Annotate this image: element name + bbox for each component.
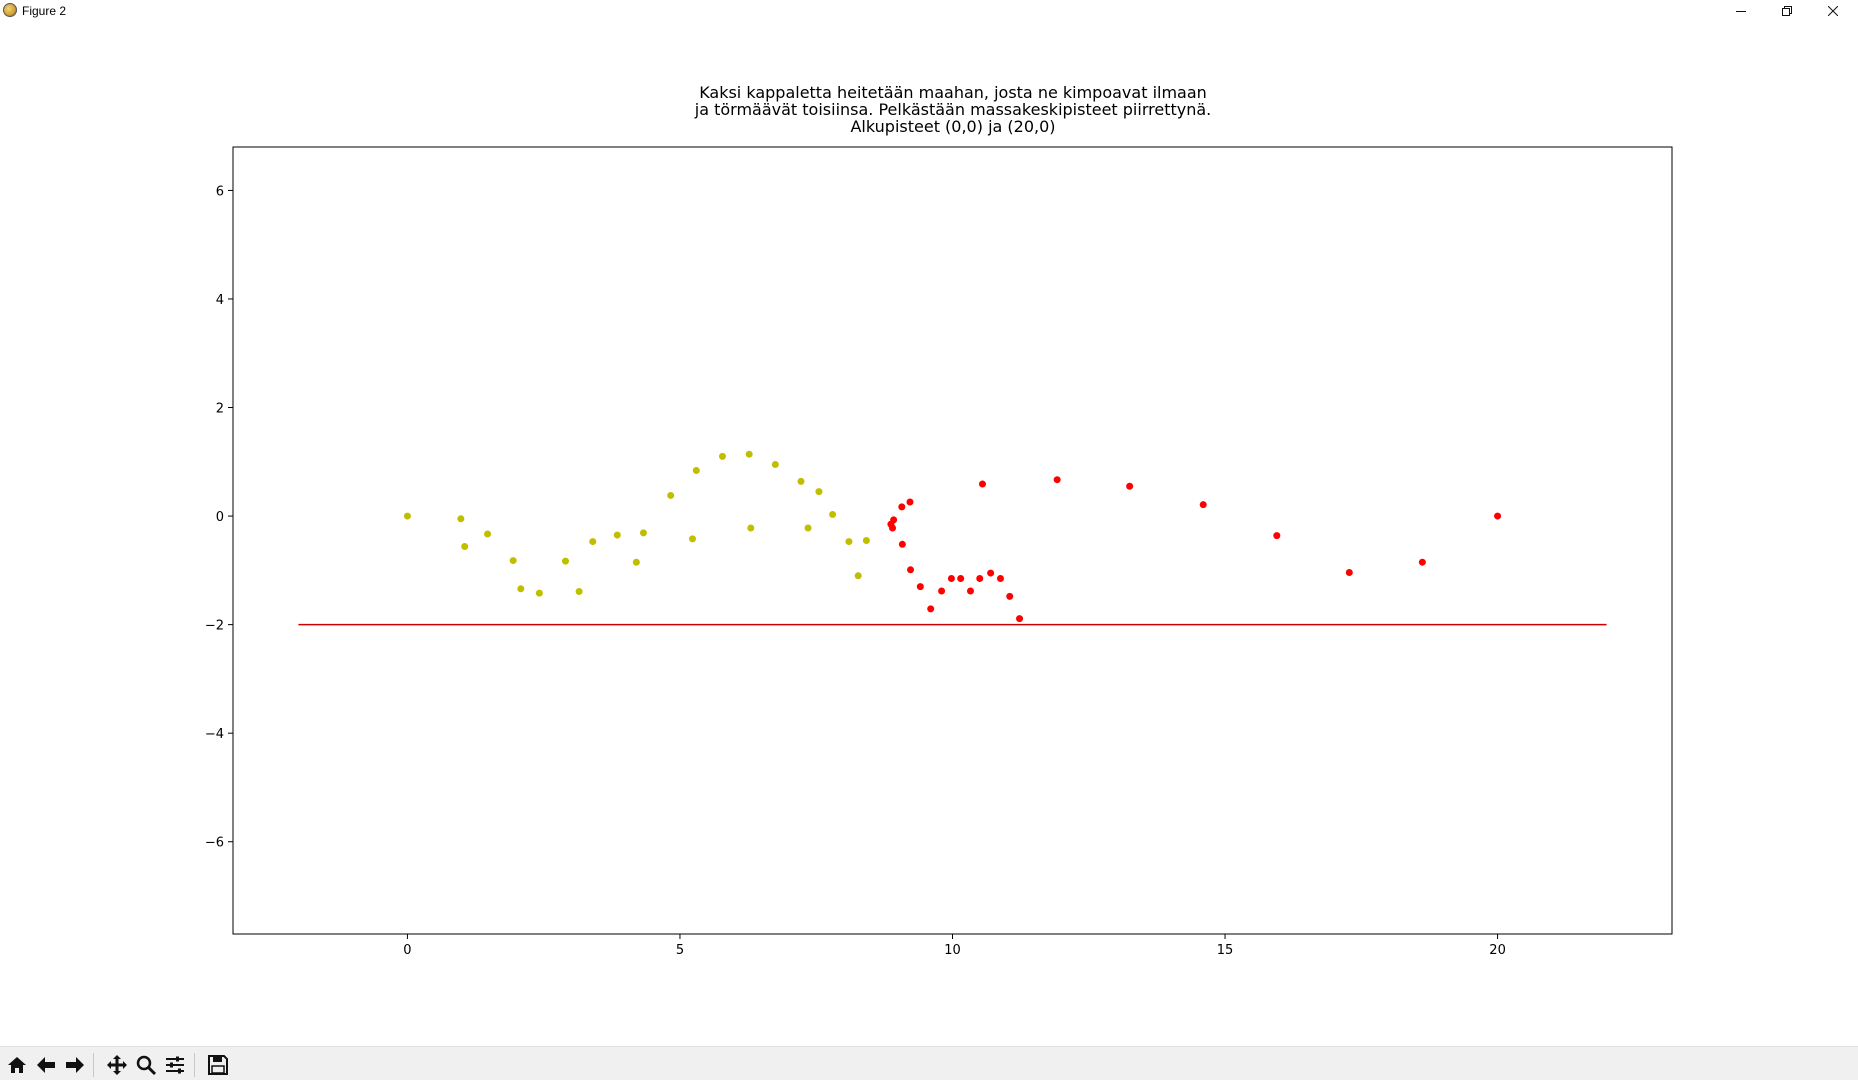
data-point-yellow — [718, 452, 726, 460]
data-point-yellow — [829, 510, 837, 518]
data-point-yellow — [815, 488, 823, 496]
toolbar-separator — [194, 1053, 195, 1077]
data-point-red — [906, 498, 914, 506]
data-point-yellow — [845, 538, 853, 546]
data-point-yellow — [457, 515, 465, 523]
data-point-yellow — [517, 585, 525, 593]
data-point-red — [898, 503, 906, 511]
data-point-red — [996, 574, 1004, 582]
data-point-yellow — [804, 524, 812, 532]
data-point-red — [1016, 615, 1024, 623]
configure-subplots-icon — [166, 1056, 184, 1073]
restore-icon — [1782, 6, 1792, 16]
data-point-yellow — [692, 466, 700, 474]
forward-icon — [66, 1056, 84, 1073]
home-icon — [8, 1056, 26, 1073]
axes-frame — [232, 146, 1673, 935]
pan-icon — [107, 1054, 127, 1075]
data-point-yellow — [747, 524, 755, 532]
data-point-red — [966, 587, 974, 595]
configure-subplots-button[interactable] — [161, 1051, 189, 1078]
data-point-red — [1006, 592, 1014, 600]
close-button[interactable] — [1810, 0, 1856, 22]
save-icon — [208, 1054, 228, 1075]
data-point-yellow — [667, 491, 675, 499]
data-point-red — [1494, 512, 1502, 520]
minimize-icon — [1736, 11, 1746, 12]
data-point-red — [976, 574, 984, 582]
chart-title-line-3: Alkupisteet (0,0) ja (20,0) — [850, 117, 1055, 136]
x-tick-label: 10 — [944, 943, 961, 958]
y-tick-label: −4 — [205, 727, 224, 742]
data-point-red — [938, 587, 946, 595]
data-point-yellow — [745, 450, 753, 458]
x-tick-label: 15 — [1217, 943, 1234, 958]
data-point-red — [1273, 532, 1281, 540]
y-tick-label: −6 — [205, 836, 224, 851]
data-point-red — [978, 480, 986, 488]
data-point-red — [889, 524, 897, 532]
data-point-yellow — [771, 461, 779, 469]
data-point-yellow — [403, 512, 411, 520]
window-title: Figure 2 — [22, 4, 67, 18]
data-point-red — [898, 540, 906, 548]
data-point-red — [927, 605, 935, 613]
data-point-yellow — [461, 542, 469, 550]
x-tick-label: 5 — [676, 943, 684, 958]
data-point-yellow — [535, 589, 543, 597]
back-button[interactable] — [32, 1051, 60, 1078]
data-point-yellow — [862, 537, 870, 544]
data-point-yellow — [561, 557, 569, 565]
toolbar-separator — [93, 1053, 94, 1077]
data-point-red — [947, 574, 955, 582]
data-point-red — [1345, 569, 1353, 577]
home-button[interactable] — [3, 1051, 31, 1078]
x-tick-label: 0 — [403, 943, 411, 958]
data-point-yellow — [613, 531, 621, 539]
y-tick-label: 4 — [216, 293, 224, 308]
data-point-red — [916, 583, 924, 591]
restore-button[interactable] — [1764, 0, 1810, 22]
y-tick-label: 0 — [216, 510, 224, 525]
save-button[interactable] — [204, 1051, 232, 1078]
data-point-yellow — [509, 557, 517, 565]
data-point-yellow — [484, 530, 492, 538]
chart-title-line-1: Kaksi kappaletta heitetään maahan, josta… — [699, 83, 1207, 102]
data-point-yellow — [688, 535, 696, 543]
y-tick-label: −2 — [205, 619, 224, 634]
forward-button[interactable] — [61, 1051, 89, 1078]
matplotlib-icon — [3, 3, 17, 17]
data-point-yellow — [797, 477, 805, 485]
title-bar: Figure 2 — [0, 0, 1858, 22]
data-point-red — [1053, 476, 1061, 484]
data-point-red — [987, 569, 995, 577]
data-point-red — [957, 574, 965, 582]
data-point-yellow — [632, 558, 640, 566]
data-point-yellow — [589, 538, 597, 546]
pan-button[interactable] — [103, 1051, 131, 1078]
back-icon — [37, 1056, 55, 1073]
data-point-yellow — [854, 572, 862, 580]
x-tick-label: 20 — [1489, 943, 1506, 958]
scatter-chart: Kaksi kappaletta heitetään maahan, josta… — [205, 83, 1673, 958]
figure-canvas[interactable]: Kaksi kappaletta heitetään maahan, josta… — [0, 22, 1858, 1046]
chart-title-line-2: ja törmäävät toisiinsa. Pelkästään massa… — [694, 100, 1211, 119]
data-point-red — [1418, 558, 1426, 566]
navigation-toolbar — [0, 1046, 1858, 1080]
zoom-button[interactable] — [132, 1051, 160, 1078]
data-point-red — [907, 566, 915, 574]
minimize-button[interactable] — [1718, 0, 1764, 22]
data-point-red — [1126, 482, 1134, 490]
data-point-yellow — [575, 588, 583, 596]
data-point-yellow — [639, 529, 647, 537]
close-icon — [1828, 6, 1838, 16]
y-tick-label: 6 — [216, 184, 224, 199]
zoom-icon — [136, 1055, 157, 1075]
y-tick-label: 2 — [216, 402, 224, 417]
data-point-red — [1199, 501, 1207, 509]
